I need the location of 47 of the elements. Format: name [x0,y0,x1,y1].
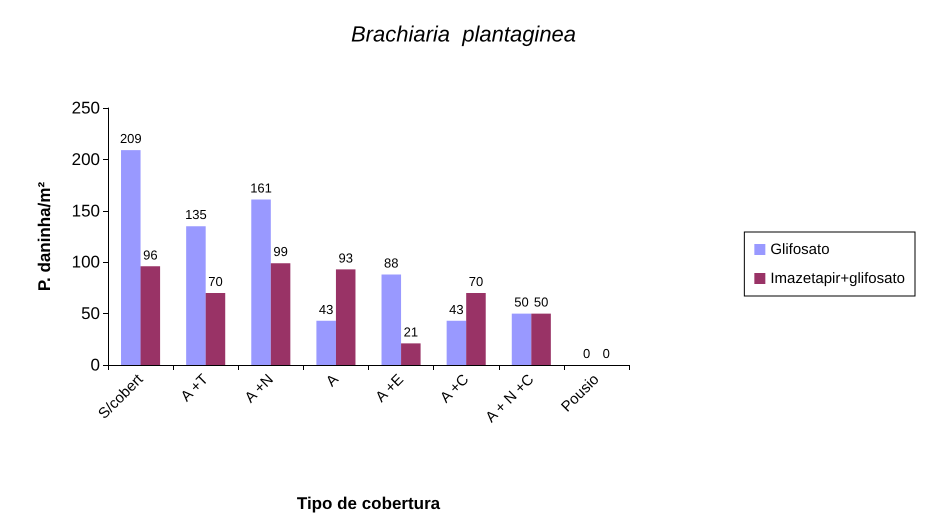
y-axis-title: P. daninha/m² [35,182,54,292]
data-label: 43 [449,302,464,317]
data-label: 96 [143,247,158,262]
bar [382,274,402,365]
y-tick-label: 250 [72,98,100,118]
legend-label: Imazetapir+glifosato [770,270,905,287]
data-label: 50 [534,294,548,310]
bar [512,314,532,365]
bar [466,293,486,365]
data-label: 50 [514,294,529,310]
y-tick-label: 150 [72,201,100,220]
y-tick-label: 50 [81,304,100,324]
bar [270,263,290,365]
bar [251,199,271,365]
x-tick-label: A +T [178,370,212,406]
bar [446,320,466,365]
data-label: 0 [583,346,590,361]
y-tick-label: 0 [90,356,100,374]
bar [316,320,336,365]
data-label: 70 [468,274,484,290]
x-tick-label: A +E [372,370,408,406]
bar [401,343,421,365]
y-tick-label: 100 [72,252,100,272]
legend-label: Glifosato [770,241,830,258]
data-label: 209 [120,131,142,146]
bar [206,293,226,365]
data-label: 70 [208,274,223,290]
data-label: 93 [338,250,353,266]
y-tick-label: 200 [72,150,100,169]
bar [531,314,551,365]
bar [336,269,356,365]
data-label: 21 [404,324,418,340]
data-label: 135 [185,207,207,222]
bar [121,150,141,365]
x-tick-label: A +C [436,370,472,406]
x-tick-label: A +N [242,370,277,406]
bar [186,226,206,365]
bar [140,266,160,365]
x-tick-label: A [322,370,342,390]
chart-title: Brachiaria plantaginea [350,22,576,46]
data-label: 88 [384,256,399,271]
data-label: 161 [250,180,272,196]
data-label: 99 [273,244,288,260]
x-axis-title: Tipo de cobertura [296,494,441,513]
data-label: 0 [602,346,610,361]
data-label: 43 [318,302,334,317]
x-tick-label: A + N +C [482,370,538,426]
